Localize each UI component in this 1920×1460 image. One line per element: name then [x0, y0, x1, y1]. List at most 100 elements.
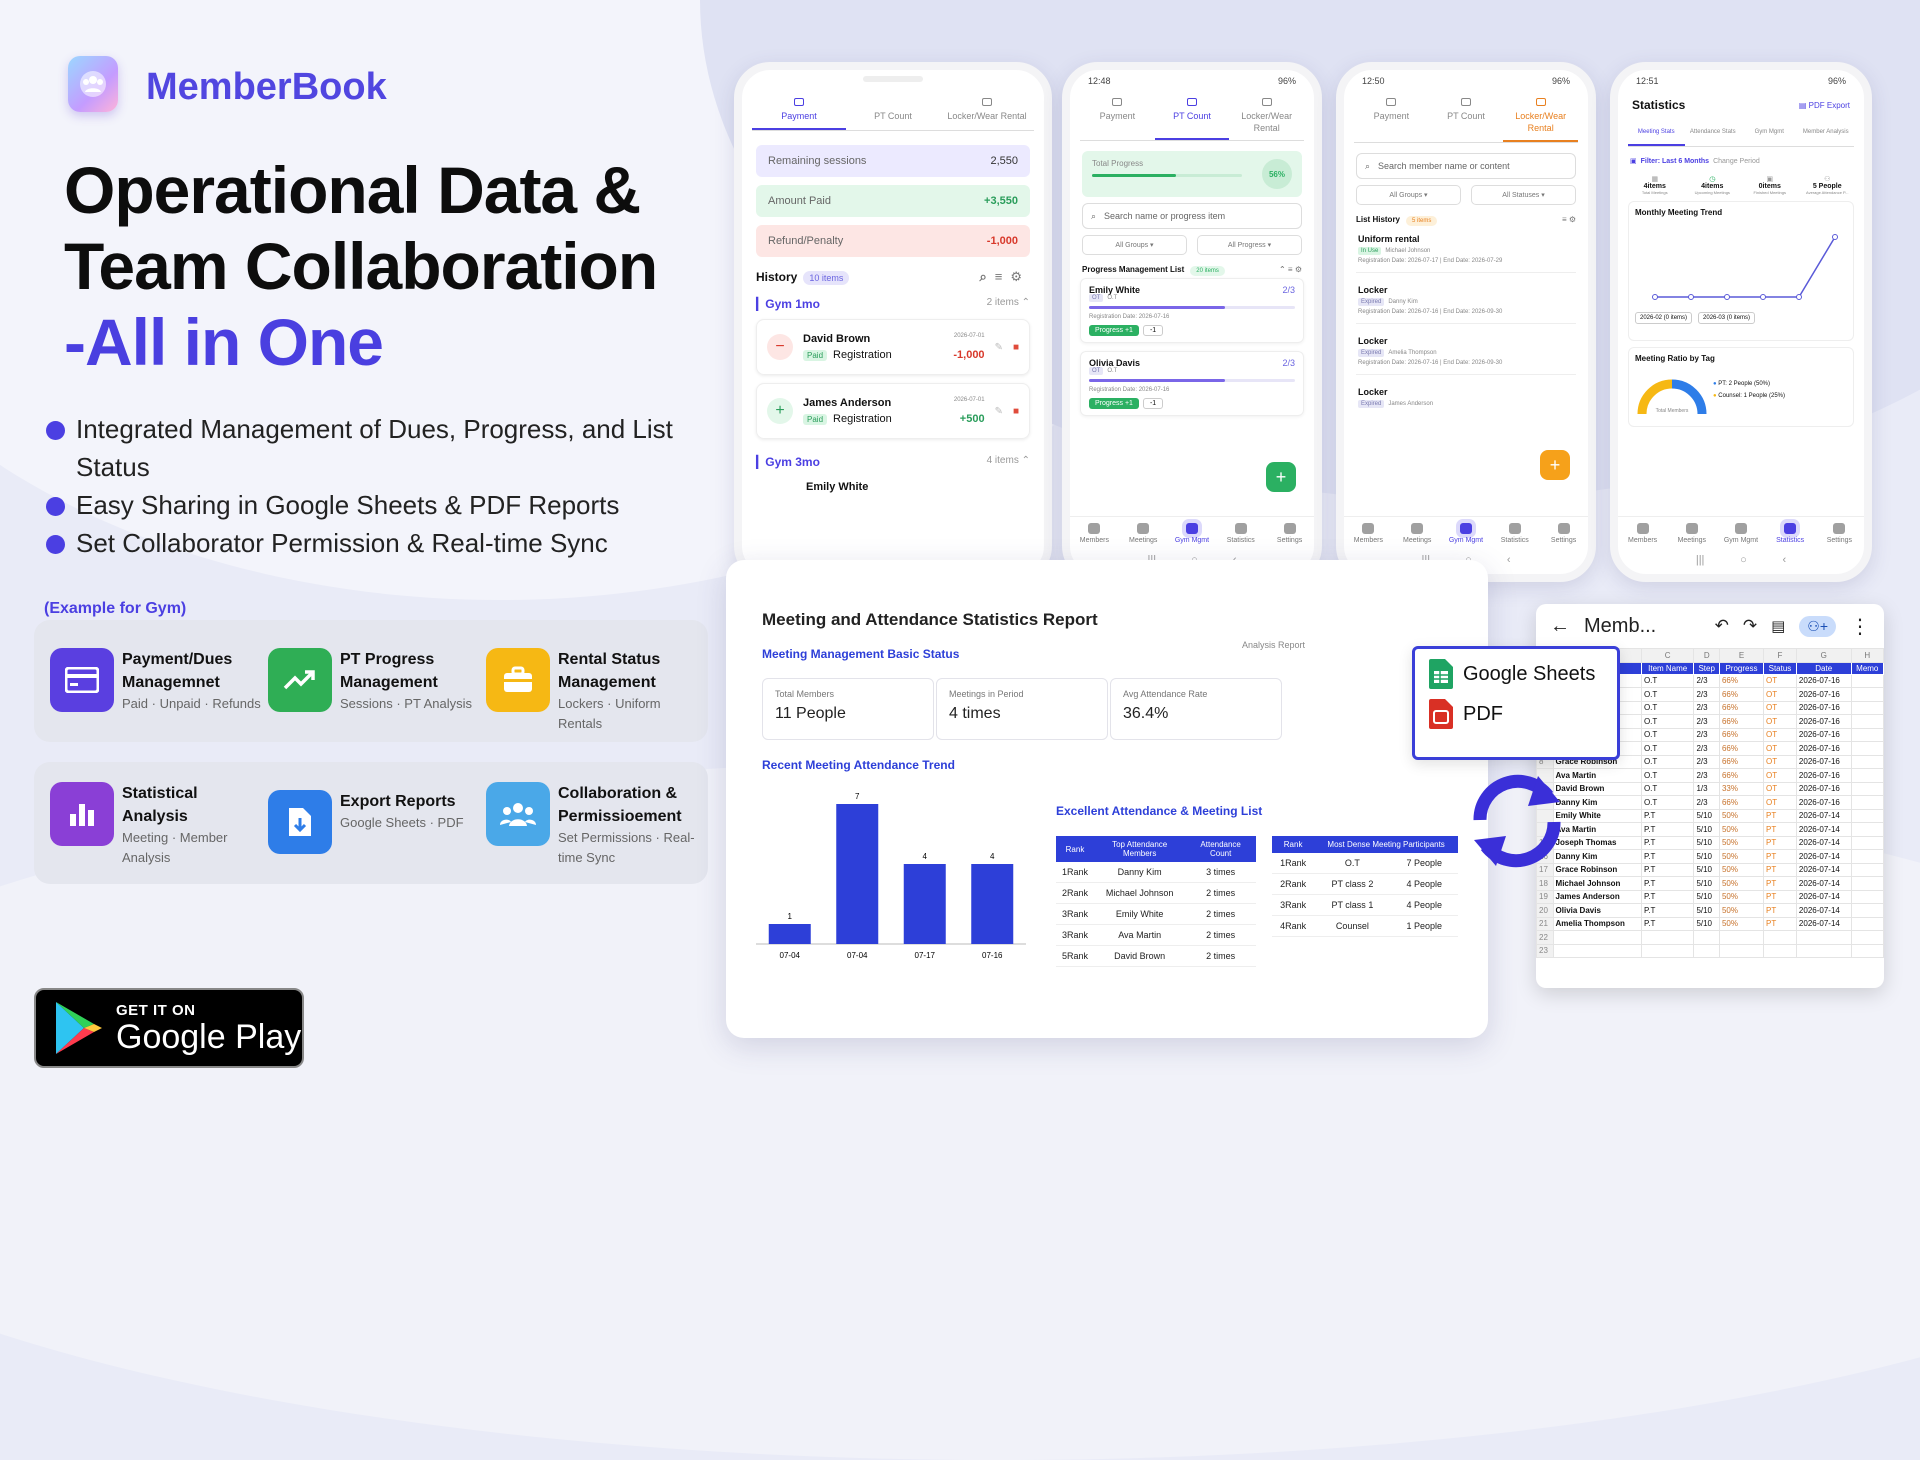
sheet-cell[interactable]: 2/3 — [1693, 673, 1720, 688]
sheet-cell[interactable]: 2026-07-16 — [1795, 727, 1852, 742]
sheet-cell[interactable]: 1/3 — [1693, 781, 1720, 796]
sheet-cell[interactable]: 5/10 — [1693, 889, 1720, 904]
sheet-cell[interactable]: O.T — [1640, 700, 1695, 715]
sheet-cell[interactable] — [1718, 930, 1765, 945]
progress-plus-button[interactable]: Progress +1 — [1089, 325, 1139, 336]
sheet-cell[interactable] — [1850, 754, 1884, 769]
sheet-cell[interactable] — [1850, 700, 1884, 715]
sheet-cell[interactable]: 2026-07-16 — [1795, 714, 1852, 729]
sheet-cell[interactable]: P.T — [1640, 808, 1695, 823]
sheet-cell[interactable] — [1850, 673, 1884, 688]
sheet-cell[interactable]: 66% — [1718, 687, 1765, 702]
sheet-cell[interactable]: O.T — [1640, 741, 1695, 756]
sheet-cell[interactable]: PT — [1763, 916, 1797, 931]
sheet-cell[interactable]: OT — [1763, 687, 1797, 702]
sheet-cell[interactable]: 50% — [1718, 862, 1765, 877]
sheet-cell[interactable]: 5/10 — [1693, 903, 1720, 918]
sheet-cell[interactable] — [1850, 916, 1884, 931]
sheet-cell[interactable]: 2/3 — [1693, 768, 1720, 783]
add-button[interactable]: + — [1540, 450, 1570, 480]
sheet-cell[interactable]: O.T — [1640, 714, 1695, 729]
sheet-row[interactable]: Emily White P.T 5/10 50% PT 2026-07-14 — [1536, 808, 1884, 823]
tab-pt-count[interactable]: PT Count — [1429, 94, 1504, 142]
share-icon[interactable]: ⚇+ — [1799, 615, 1836, 637]
search-input[interactable]: ⌕ Search name or progress item — [1082, 203, 1302, 229]
tab-payment[interactable]: Payment — [1354, 94, 1429, 142]
search-input[interactable]: ⌕ Search member name or content — [1356, 153, 1576, 179]
sheet-cell[interactable]: 5/10 — [1693, 835, 1720, 850]
sheet-cell[interactable]: P.T — [1640, 889, 1695, 904]
sheet-cell[interactable]: 50% — [1718, 903, 1765, 918]
sheet-cell[interactable] — [1850, 727, 1884, 742]
group-gym-3mo[interactable]: ▎Gym 3mo 4 items ⌃ — [756, 455, 1030, 469]
sheet-cell[interactable]: P.T — [1640, 916, 1695, 931]
sheet-cell[interactable]: OT — [1763, 741, 1797, 756]
sheet-cell[interactable] — [1850, 903, 1884, 918]
sheet-row[interactable]: 21 Amelia Thompson P.T 5/10 50% PT 2026-07-14 — [1536, 916, 1884, 931]
sheet-cell[interactable]: 66% — [1718, 795, 1765, 810]
sheet-cell[interactable]: PT — [1763, 808, 1797, 823]
tab-pt-count[interactable]: PT Count — [1154, 94, 1230, 140]
sheet-cell[interactable]: 66% — [1718, 673, 1765, 688]
sheet-cell[interactable]: 2026-07-16 — [1795, 781, 1852, 796]
sheet-cell[interactable]: PT — [1763, 876, 1797, 891]
search-icon[interactable]: ⌕ — [979, 269, 995, 284]
sheet-cell[interactable]: 66% — [1718, 700, 1765, 715]
sheet-cell[interactable] — [1693, 930, 1720, 945]
tab-pt-count[interactable]: PT Count — [846, 94, 940, 130]
nav-gym-mgmt[interactable]: Gym Mgmt — [1172, 523, 1212, 544]
sheet-cell[interactable]: P.T — [1640, 862, 1695, 877]
history-card[interactable]: − David Brown 2026-07-01 Paid Registration -… — [756, 319, 1030, 375]
sheet-cell[interactable]: P.T — [1640, 822, 1695, 837]
sheet-cell[interactable]: 2026-07-14 — [1795, 835, 1852, 850]
sheet-cell[interactable]: O.T — [1640, 754, 1695, 769]
sheet-cell[interactable]: 33% — [1718, 781, 1765, 796]
sheet-cell[interactable] — [1850, 943, 1884, 958]
delete-icon[interactable]: ■ — [1012, 405, 1019, 417]
sheet-row[interactable]: 23 — [1536, 943, 1884, 958]
sheet-row[interactable]: 15 Joseph Thomas P.T 5/10 50% PT 2026-07-14 — [1536, 835, 1884, 850]
progress-plus-button[interactable]: Progress +1 — [1089, 398, 1139, 409]
undo-icon[interactable]: ↶ — [1714, 616, 1729, 635]
sheet-cell[interactable] — [1795, 930, 1852, 945]
sheet-cell[interactable]: OT — [1763, 714, 1797, 729]
sheet-cell[interactable]: 2026-07-14 — [1795, 876, 1852, 891]
more-icon[interactable]: ⋮ — [1850, 615, 1870, 638]
status-filter[interactable]: All Statuses ▾ — [1471, 185, 1576, 205]
sheet-cell[interactable]: 2026-07-16 — [1795, 741, 1852, 756]
sheet-cell[interactable] — [1640, 930, 1695, 945]
group-gym-1mo[interactable]: ▎Gym 1mo 2 items ⌃ — [756, 297, 1030, 311]
back-arrow-icon[interactable]: ← — [1550, 614, 1570, 637]
sheet-cell[interactable]: 2026-07-14 — [1795, 916, 1852, 931]
sheet-cell[interactable]: O.T — [1640, 687, 1695, 702]
sheet-cell[interactable]: 2026-07-14 — [1795, 808, 1852, 823]
sheet-cell[interactable] — [1850, 862, 1884, 877]
nav-meetings[interactable]: Meetings — [1123, 523, 1163, 544]
sheet-cell[interactable] — [1850, 889, 1884, 904]
sheet-cell[interactable] — [1718, 943, 1765, 958]
sheet-cell[interactable]: 66% — [1718, 727, 1765, 742]
nav-settings[interactable]: Settings — [1544, 523, 1584, 544]
sheet-cell[interactable]: 2026-07-14 — [1795, 849, 1852, 864]
sort-icon[interactable]: ≡ — [994, 269, 1011, 284]
sheet-cell[interactable] — [1795, 943, 1852, 958]
sheet-cell[interactable]: 50% — [1718, 876, 1765, 891]
redo-icon[interactable]: ↷ — [1742, 616, 1758, 635]
history-card[interactable]: + James Anderson 2026-07-01 Paid Registrati… — [756, 383, 1030, 439]
sheet-cell[interactable]: 2026-07-16 — [1795, 687, 1852, 702]
sheet-cell[interactable] — [1850, 741, 1884, 756]
sheet-cell[interactable]: O.T — [1640, 768, 1695, 783]
sheet-cell[interactable]: PT — [1763, 849, 1797, 864]
sheet-cell[interactable]: 66% — [1718, 754, 1765, 769]
period-filter[interactable]: ▣ Filter: Last 6 Months Change Period — [1630, 157, 1760, 166]
sheet-cell[interactable]: 50% — [1718, 889, 1765, 904]
sheet-cell[interactable]: 50% — [1718, 849, 1765, 864]
sheet-cell[interactable] — [1850, 930, 1884, 945]
delete-icon[interactable]: ■ — [1012, 341, 1019, 353]
sheet-cell[interactable] — [1640, 943, 1695, 958]
sheet-cell[interactable] — [1763, 943, 1797, 958]
rental-card[interactable]: Uniform rental In Use Michael Johnson Regis… — [1356, 228, 1576, 273]
sheet-cell[interactable]: Michael Johnson — [1552, 876, 1642, 891]
sheet-cell[interactable]: 2026-07-16 — [1795, 673, 1852, 688]
sheet-cell[interactable]: 2026-07-16 — [1795, 754, 1852, 769]
